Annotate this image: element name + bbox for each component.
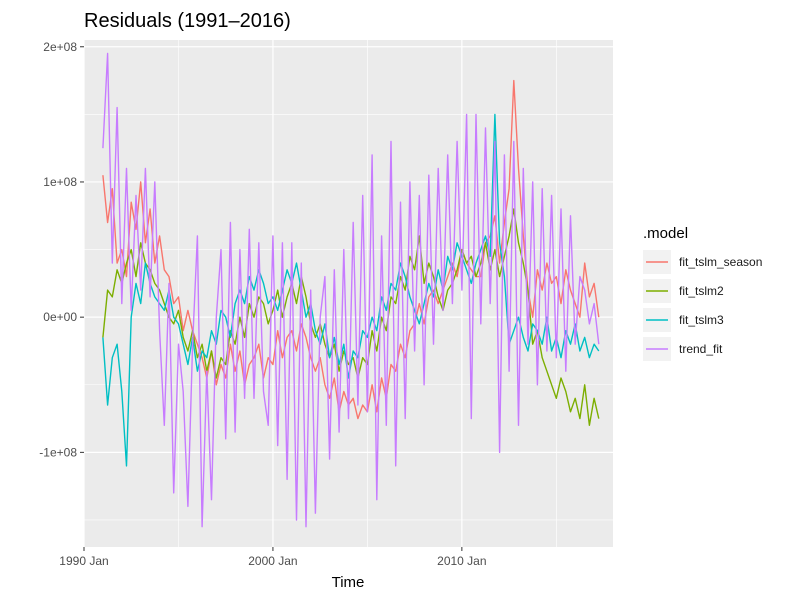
x-tick-label: 1990 Jan xyxy=(59,554,108,568)
series-lines xyxy=(102,52,600,528)
x-tick-label: 2000 Jan xyxy=(248,554,297,568)
axes: -1e+08 0e+00 1e+08 2e+08 1990 Jan 2000 Jan 201… xyxy=(39,40,486,568)
legend-label-fit-tslm3: fit_tslm3 xyxy=(679,313,724,327)
legend-title: .model xyxy=(643,225,688,242)
series-line-fit-tslm-season xyxy=(102,79,600,420)
y-tick-label: 0e+00 xyxy=(43,310,77,324)
legend-label-trend-fit: trend_fit xyxy=(679,342,723,356)
grid-lines xyxy=(83,40,613,547)
legend-label-fit-tslm2: fit_tslm2 xyxy=(679,284,724,298)
y-tick-label: 1e+08 xyxy=(43,175,77,189)
chart-title: Residuals (1991–2016) xyxy=(84,10,291,32)
legend: .model fit_tslm_season fit_tslm2 fit_tslm3… xyxy=(643,225,762,361)
x-tick-label: 2010 Jan xyxy=(437,554,486,568)
legend-label-fit-tslm-season: fit_tslm_season xyxy=(679,255,762,269)
x-axis-title: Time xyxy=(332,574,365,591)
series-line-trend-fit xyxy=(102,52,600,528)
y-tick-label: -1e+08 xyxy=(39,445,77,459)
y-tick-label: 2e+08 xyxy=(43,40,77,54)
plot-panel xyxy=(84,40,613,547)
